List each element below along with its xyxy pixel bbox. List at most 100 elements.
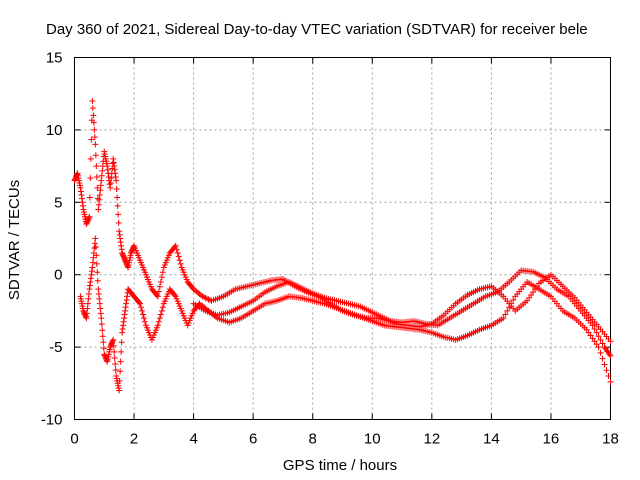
data-point	[595, 344, 602, 351]
data-point	[597, 349, 604, 356]
data-point	[136, 299, 143, 306]
data-point	[599, 355, 606, 362]
data-point	[92, 235, 99, 242]
data-point	[177, 260, 184, 267]
data-point	[137, 300, 144, 307]
x-tick-label: 2	[130, 431, 138, 448]
data-point	[593, 329, 600, 336]
plot-frame	[74, 57, 611, 420]
data-point	[172, 242, 179, 249]
data-point	[88, 136, 95, 143]
data-point	[173, 246, 180, 253]
data-point	[118, 339, 125, 346]
data-points	[71, 97, 614, 394]
data-point	[607, 378, 614, 385]
data-point	[113, 177, 120, 184]
data-point	[158, 307, 165, 314]
data-point	[591, 326, 598, 332]
data-point	[90, 112, 97, 119]
data-point	[111, 348, 118, 355]
data-point	[93, 260, 100, 267]
data-point	[114, 202, 121, 209]
data-point	[116, 377, 123, 384]
data-point	[158, 274, 165, 281]
data-point	[89, 97, 96, 104]
data-point	[597, 336, 604, 343]
data-point	[606, 351, 613, 358]
data-point	[87, 155, 94, 162]
x-tick-label: 14	[483, 431, 500, 448]
data-point	[93, 252, 100, 259]
data-point	[603, 367, 610, 374]
data-point	[99, 333, 106, 340]
data-point	[595, 333, 602, 340]
data-point	[86, 194, 93, 201]
x-axis: 0 2 4 6 8 10 12 14 16 18	[70, 57, 619, 448]
data-point	[199, 293, 206, 300]
x-tick-label: 10	[364, 431, 381, 448]
data-point	[159, 269, 166, 276]
y-axis-label: SDTVAR / TECUs	[6, 180, 23, 300]
data-point	[110, 342, 117, 349]
data-point	[113, 186, 120, 193]
data-point	[589, 322, 596, 329]
data-point	[154, 322, 161, 329]
x-tick-label: 6	[249, 431, 257, 448]
y-tick-label: 0	[54, 267, 62, 284]
data-point	[202, 294, 209, 301]
data-point	[607, 352, 614, 359]
data-point	[94, 269, 101, 276]
data-point	[601, 361, 608, 368]
y-tick-label: 5	[54, 194, 62, 211]
data-point	[204, 295, 211, 302]
data-point	[110, 336, 117, 343]
data-point	[607, 338, 614, 345]
data-point	[111, 354, 118, 361]
y-tick-label: 15	[46, 50, 63, 67]
data-point	[205, 296, 212, 303]
data-point	[98, 321, 105, 328]
x-tick-label: 12	[423, 431, 440, 448]
data-point	[155, 318, 162, 325]
data-point	[140, 315, 147, 322]
data-point	[91, 134, 98, 141]
x-tick-label: 16	[543, 431, 560, 448]
data-point	[510, 297, 517, 304]
data-point	[98, 315, 105, 322]
data-point	[92, 243, 99, 250]
x-tick-label: 8	[309, 431, 317, 448]
data-point	[93, 163, 100, 170]
data-point	[155, 288, 162, 295]
data-point	[175, 253, 182, 260]
data-point	[115, 219, 122, 226]
data-point	[91, 126, 98, 133]
data-point	[118, 348, 125, 355]
data-point	[115, 211, 122, 218]
data-point	[100, 339, 107, 346]
data-point	[117, 368, 124, 375]
data-point	[90, 119, 97, 126]
y-tick-label: -10	[41, 412, 63, 429]
data-point	[502, 311, 509, 318]
data-point	[156, 315, 163, 322]
data-point	[87, 175, 94, 182]
data-point	[92, 141, 99, 148]
chart-title: Day 360 of 2021, Sidereal Day-to-day VTE…	[46, 21, 588, 38]
data-point	[157, 311, 164, 318]
data-point	[141, 318, 148, 325]
data-point	[114, 194, 121, 201]
data-point	[201, 294, 208, 301]
data-point	[171, 292, 178, 299]
data-point	[139, 311, 146, 318]
data-point	[159, 304, 166, 311]
data-point	[93, 173, 100, 180]
data-point	[99, 327, 106, 334]
data-point	[138, 307, 145, 314]
data-point	[89, 105, 96, 112]
data-point	[100, 345, 107, 352]
y-axis: -10 -5 0 5 10 15	[41, 50, 611, 429]
data-point	[504, 307, 511, 314]
x-tick-label: 18	[602, 431, 619, 448]
x-tick-label: 0	[70, 431, 78, 448]
